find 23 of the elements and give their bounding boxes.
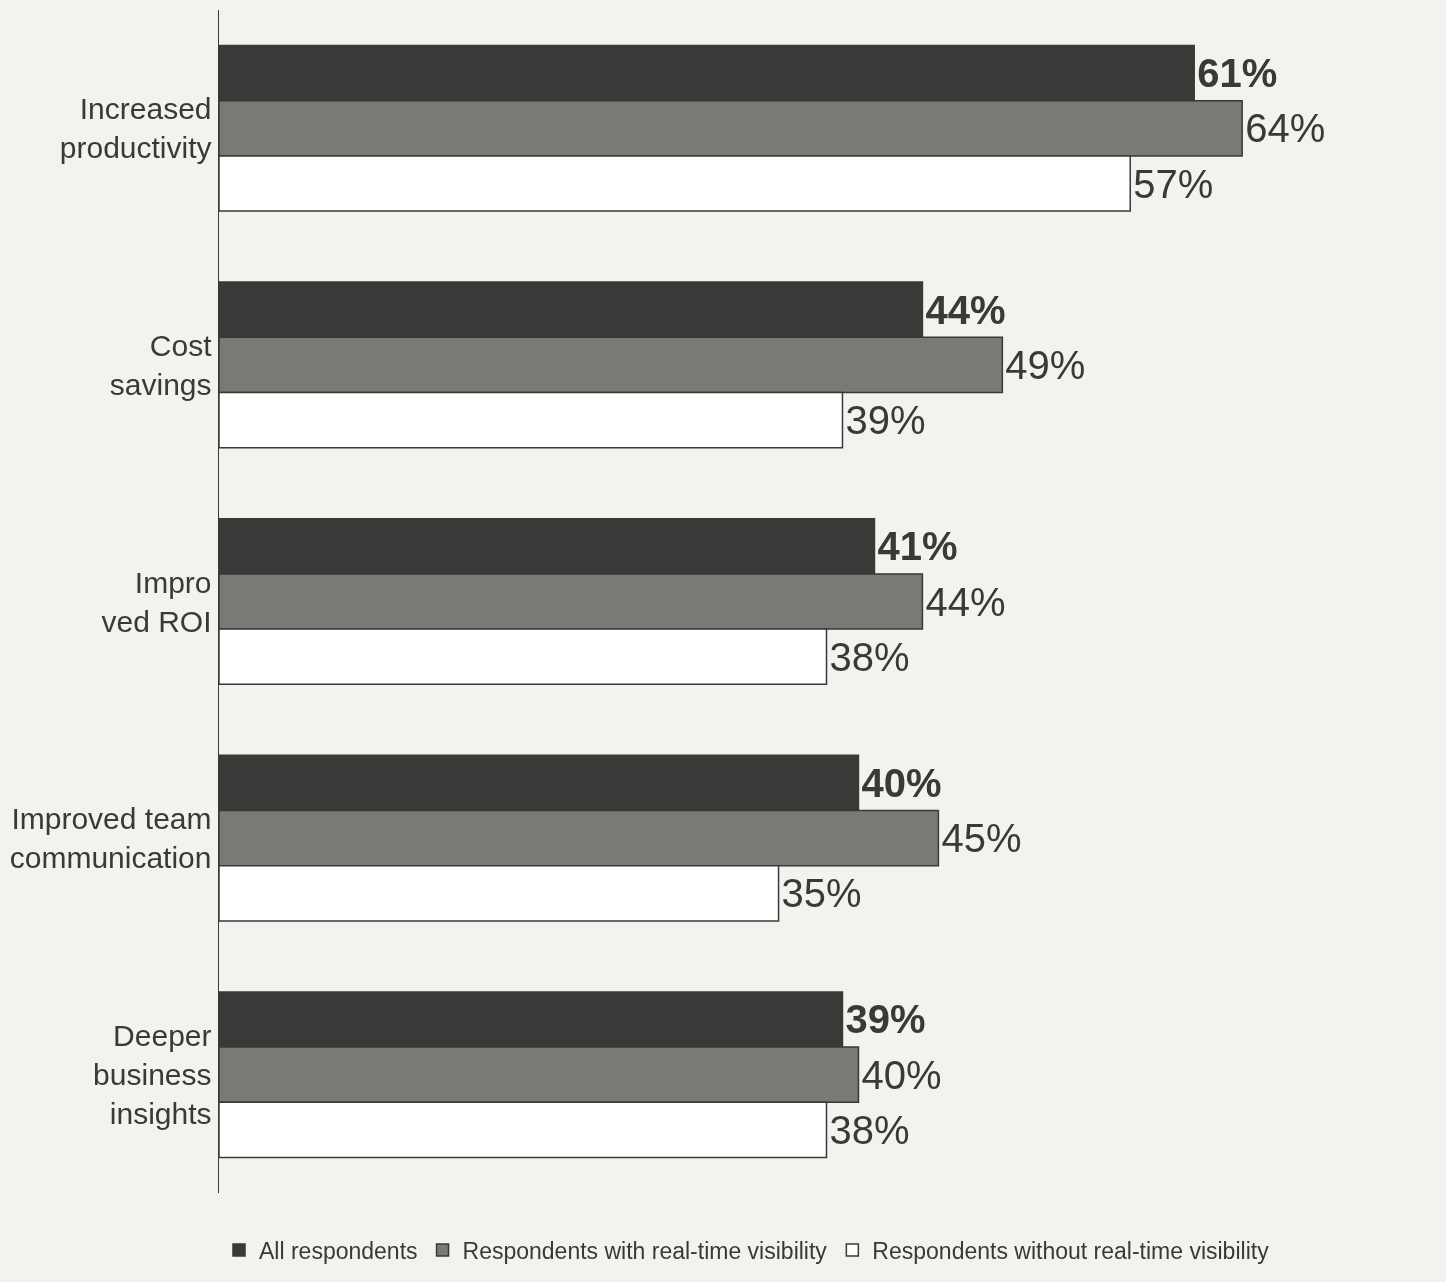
data-label: 39% (845, 398, 926, 443)
data-label: 40% (861, 760, 942, 805)
data-label: 64% (1245, 106, 1326, 151)
y-tick-label: Increased productivity (59, 92, 212, 165)
data-label: 61% (1197, 51, 1278, 96)
legend-label: Respondents without real-time visibility (872, 1237, 1270, 1264)
y-tick-label: Improved team communication (9, 802, 212, 875)
data-label: 41% (877, 524, 958, 569)
legend-label: Respondents with real-time visibility (462, 1237, 828, 1264)
data-label: 44% (925, 579, 1006, 624)
legend-label: All respondents (259, 1237, 418, 1264)
data-label: 49% (1005, 342, 1086, 387)
data-label: 57% (1133, 161, 1214, 206)
data-label: 39% (845, 997, 926, 1042)
y-tick-label: Cost savings (109, 328, 213, 401)
data-label: 38% (829, 1107, 910, 1152)
data-label: 35% (781, 871, 862, 916)
data-label: 38% (829, 634, 910, 679)
y-tick-label: Impro ved ROI (101, 565, 212, 638)
data-label: 40% (861, 1052, 942, 1097)
data-label: 45% (941, 816, 1022, 861)
data-label: 44% (925, 287, 1006, 332)
y-tick-label: Deeper business insights (93, 1019, 212, 1131)
